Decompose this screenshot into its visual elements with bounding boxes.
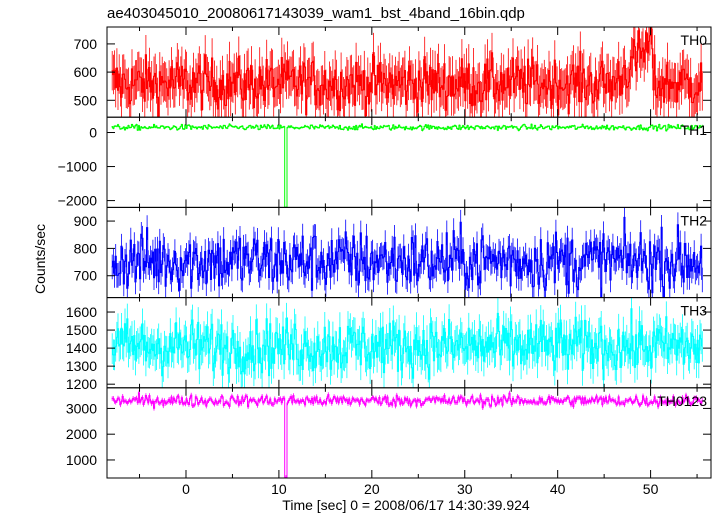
panel-frame [106, 387, 712, 479]
x-axis-label: Time [sec] 0 = 2008/06/17 14:30:39.924 [282, 497, 530, 513]
error-bars-th2 [111, 207, 703, 298]
y-tick-label: 2000 [66, 426, 97, 442]
x-tick-label: 0 [182, 481, 190, 497]
y-axis-label: Counts/sec [32, 223, 48, 295]
x-tick-label: 30 [457, 481, 473, 497]
panel-label-th0123: TH0123 [657, 393, 707, 409]
panel-label-th3: TH3 [681, 303, 708, 319]
y-tick-label: 1300 [66, 358, 97, 374]
series-th3 [111, 297, 703, 388]
y-tick-label: 900 [74, 213, 98, 229]
panel-frame [106, 116, 712, 208]
y-tick-label: 600 [74, 64, 98, 80]
error-bars-th3 [111, 297, 703, 388]
y-tick-label: 3000 [66, 400, 97, 416]
y-tick-label: 1000 [66, 452, 97, 468]
y-tick-label: 700 [74, 36, 98, 52]
x-tick-label: 40 [550, 481, 566, 497]
series-th0123 [111, 390, 703, 478]
error-bars-th0 [111, 27, 703, 118]
y-tick-label: 700 [74, 268, 98, 284]
series-th1 [111, 123, 703, 208]
series-th2 [111, 207, 703, 298]
series-line-th0123 [111, 392, 703, 478]
series-line-th3 [111, 308, 703, 381]
panel-label-th2: TH2 [681, 212, 708, 228]
panel-label-th1: TH1 [681, 122, 708, 138]
y-tick-label: −1000 [58, 159, 98, 175]
chart-title: ae403045010_20080617143039_wam1_bst_4ban… [107, 5, 525, 22]
y-tick-label: 0 [89, 125, 97, 141]
error-bars-th0123 [111, 390, 703, 478]
y-tick-label: 500 [74, 92, 98, 108]
y-tick-label: 1400 [66, 340, 97, 356]
error-bars-th1 [111, 123, 703, 208]
x-tick-label: 10 [271, 481, 287, 497]
y-tick-label: 1600 [66, 304, 97, 320]
panel-label-th0: TH0 [681, 32, 708, 48]
panel-frame [106, 297, 712, 389]
series-line-th1 [111, 123, 703, 208]
y-tick-label: 1200 [66, 376, 97, 392]
y-tick-label: 1500 [66, 322, 97, 338]
series-th0 [111, 27, 703, 118]
x-tick-label: 50 [643, 481, 659, 497]
x-tick-label: 20 [364, 481, 380, 497]
y-tick-label: −2000 [58, 193, 98, 209]
y-tick-label: 800 [74, 240, 98, 256]
